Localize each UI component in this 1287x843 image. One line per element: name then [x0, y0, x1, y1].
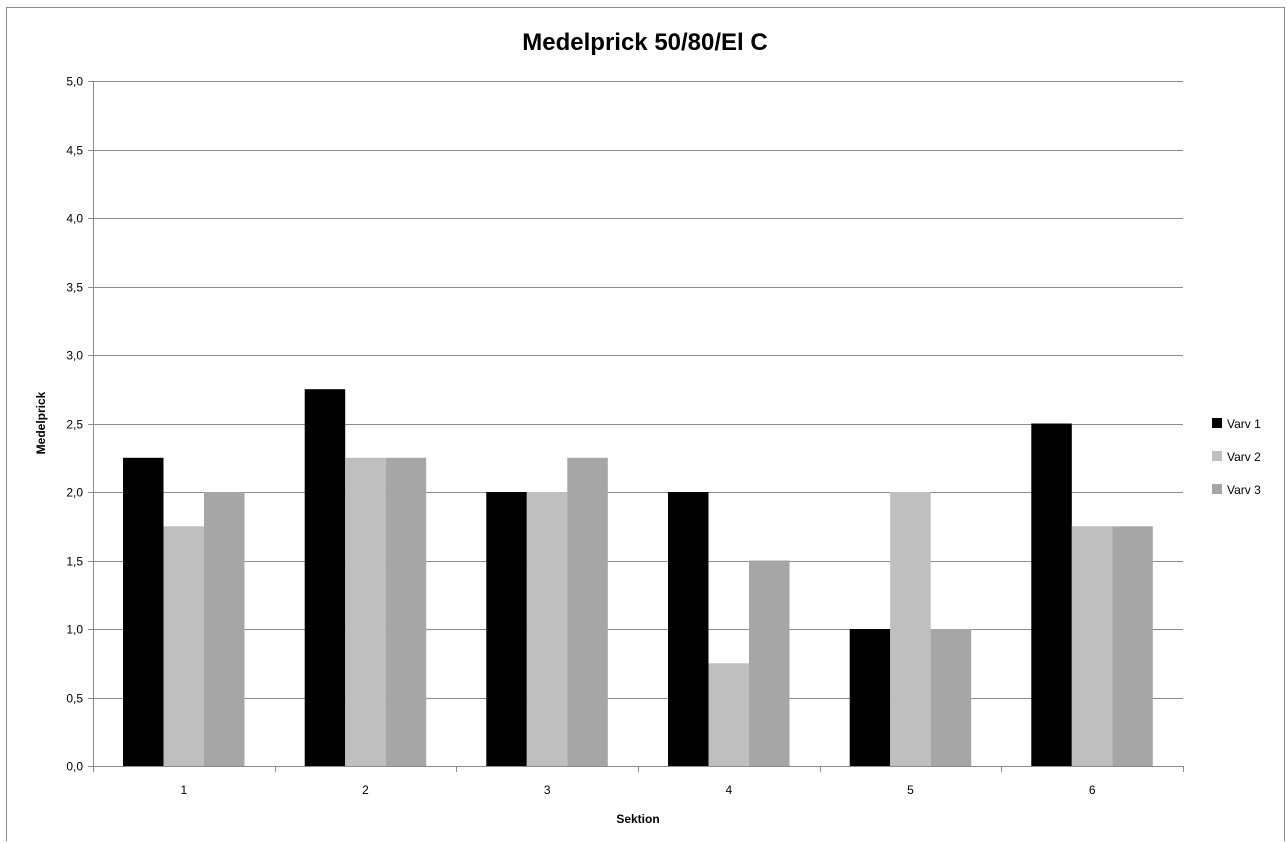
bar-varv-1-sektion-2 [304, 389, 346, 766]
y-tick-label: 4,5 [66, 144, 83, 158]
bar-varv-1-sektion-3 [486, 492, 527, 766]
legend-label-varv-3: Varv 3 [1227, 483, 1261, 497]
bar-varv-2-sektion-6 [1071, 526, 1113, 767]
bar-varv-3-sektion-2 [385, 457, 427, 767]
bar-varv-3-sektion-3 [567, 457, 608, 767]
y-tick-label: 1,5 [66, 555, 83, 569]
legend-swatch-varv-1 [1212, 418, 1222, 428]
axes [93, 81, 1184, 772]
y-tick-label: 2,5 [66, 418, 83, 432]
legend-swatch-varv-2 [1212, 451, 1222, 461]
y-tick-label: 0,5 [66, 692, 83, 706]
bar-varv-3-sektion-5 [930, 629, 972, 766]
bar-varv-1-sektion-5 [849, 629, 891, 766]
bar-varv-2-sektion-4 [708, 663, 749, 767]
legend-label-varv-2: Varv 2 [1227, 450, 1261, 464]
y-tick-label: 4,0 [66, 212, 83, 226]
x-tick-label: 6 [1089, 783, 1096, 797]
y-axis-title: Medelprick [34, 391, 48, 454]
y-tick-label: 1,0 [66, 623, 83, 637]
x-tick-label: 5 [907, 783, 914, 797]
y-tick-labels: 0,0 0,5 1,0 1,5 2,0 2,5 3,0 3,5 4,0 4,5 5,0 [66, 75, 83, 774]
bar-varv-1-sektion-6 [1031, 423, 1072, 766]
bar-varv-3-sektion-6 [1112, 526, 1153, 767]
legend-label-varv-1: Varv 1 [1227, 417, 1261, 431]
bars [123, 389, 1153, 767]
x-axis-title: Sektion [616, 812, 659, 826]
bar-varv-2-sektion-2 [345, 457, 386, 767]
y-tick-label: 5,0 [66, 75, 83, 89]
x-tick-labels: 1 2 3 4 5 6 [180, 783, 1095, 797]
bar-varv-3-sektion-1 [204, 492, 245, 766]
bar-varv-2-sektion-1 [163, 526, 204, 767]
bar-varv-1-sektion-4 [668, 492, 709, 766]
x-tick-label: 4 [725, 783, 732, 797]
bar-varv-2-sektion-5 [890, 492, 931, 766]
chart-title: Medelprick 50/80/El C [522, 29, 767, 56]
bar-varv-3-sektion-4 [749, 560, 790, 766]
y-tick-label: 3,5 [66, 281, 83, 295]
legend-swatch-varv-3 [1212, 484, 1222, 494]
y-tick-label: 2,0 [66, 486, 83, 500]
x-tick-label: 3 [544, 783, 551, 797]
gridlines [88, 81, 1183, 767]
y-tick-label: 3,0 [66, 349, 83, 363]
chart-frame [6, 7, 1285, 841]
bar-varv-2-sektion-3 [526, 492, 568, 766]
x-tick-label: 2 [362, 783, 369, 797]
x-tick-label: 1 [180, 783, 187, 797]
bar-varv-1-sektion-1 [123, 457, 164, 767]
y-tick-label: 0,0 [66, 760, 83, 774]
legend: Varv 1 Varv 2 Varv 3 [1212, 417, 1261, 497]
